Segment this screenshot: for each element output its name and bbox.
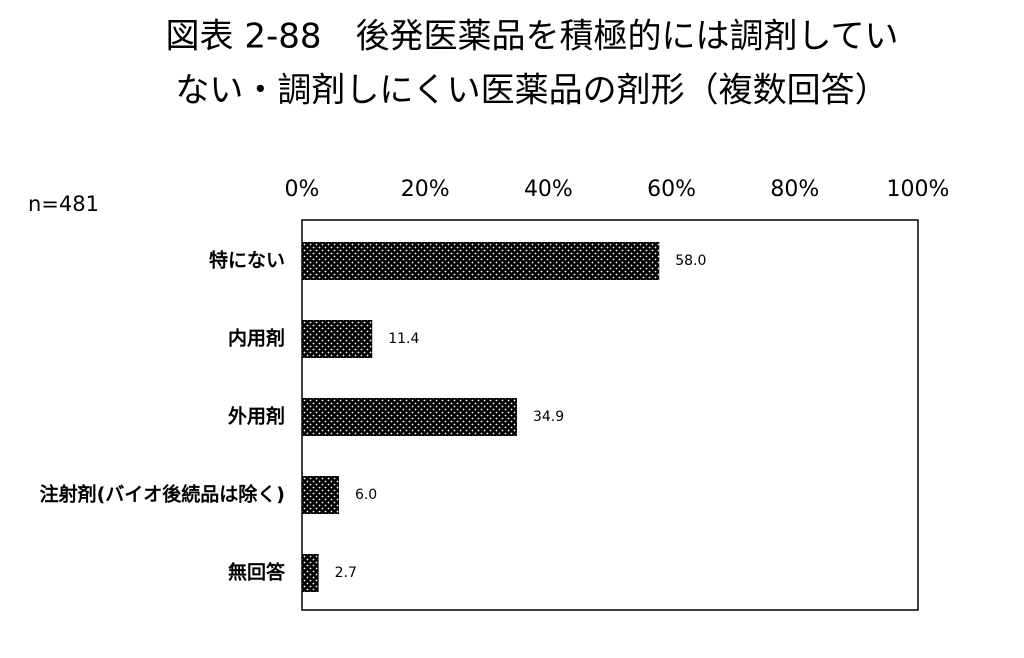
- value-label: 34.9: [533, 409, 564, 425]
- bar: [302, 554, 319, 592]
- x-tick-label: 20%: [401, 177, 450, 202]
- chart-title: 図表 2-88 後発医薬品を積極的には調剤してい: [166, 17, 899, 57]
- x-tick-label: 80%: [770, 177, 819, 202]
- x-tick-label: 60%: [647, 177, 696, 202]
- value-label: 2.7: [335, 565, 357, 581]
- x-tick-label: 40%: [524, 177, 573, 202]
- value-label: 58.0: [675, 253, 706, 269]
- sample-size: n=481: [28, 192, 99, 216]
- y-tick-label: 注射剤(バイオ後続品は除く): [40, 483, 285, 506]
- bar: [302, 320, 373, 358]
- chart-title: ない・調剤しにくい医薬品の剤形（複数回答）: [175, 71, 888, 111]
- bar: [302, 398, 517, 436]
- y-tick-label: 外用剤: [228, 405, 285, 428]
- x-tick-label: 100%: [887, 177, 950, 202]
- value-label: 6.0: [355, 487, 377, 503]
- value-label: 11.4: [388, 331, 419, 347]
- y-tick-label: 内用剤: [228, 327, 285, 350]
- bar: [302, 476, 339, 514]
- x-tick-label: 0%: [285, 177, 320, 202]
- y-tick-label: 特にない: [209, 250, 285, 272]
- bar: [302, 242, 660, 280]
- y-tick-label: 無回答: [228, 561, 286, 584]
